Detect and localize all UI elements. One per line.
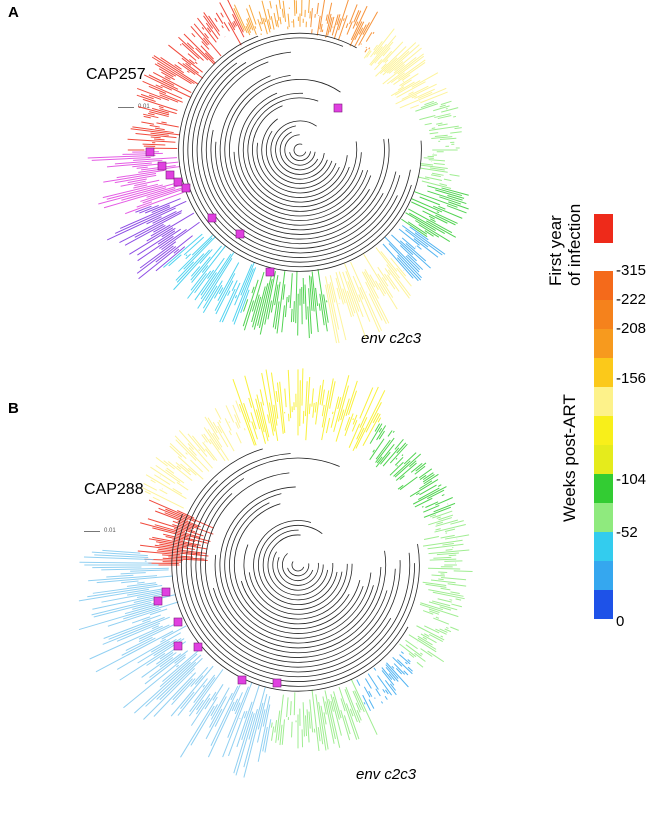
weeks-color-band <box>594 561 613 590</box>
weeks-color-band <box>594 329 613 358</box>
first-year-legend-title: First year of infection <box>546 203 584 286</box>
first-year-swatch <box>594 214 613 243</box>
weeks-tick-label: -222 <box>616 291 647 308</box>
weeks-color-band <box>594 532 613 561</box>
tree-a-radial <box>87 0 469 344</box>
weeks-color-band <box>594 416 613 445</box>
weeks-color-band <box>594 358 613 387</box>
weeks-tick-label: -104 <box>616 471 647 488</box>
weeks-tick-label: -52 <box>616 524 638 541</box>
weeks-tick-label: -315 <box>616 262 647 279</box>
weeks-tick-label: -156 <box>616 370 647 387</box>
weeks-color-band <box>594 590 613 619</box>
weeks-color-band <box>594 300 613 329</box>
tree-b-name: CAP288 <box>84 481 144 498</box>
weeks-color-band <box>594 445 613 474</box>
scale-label-b: 0.01 <box>104 528 116 534</box>
panel-a-label: A <box>8 4 19 21</box>
weeks-tick-label: 0 <box>616 613 625 630</box>
panel-b-label: B <box>8 400 19 417</box>
scale-bar-a <box>118 107 134 108</box>
gene-label-b: env c2c3 <box>356 766 417 783</box>
weeks-color-band <box>594 503 613 532</box>
tree-a-name: CAP257 <box>86 66 146 83</box>
tree-b-radial <box>78 368 473 778</box>
weeks-tick-label: -208 <box>616 320 647 337</box>
scale-bar-b <box>84 531 100 532</box>
weeks-color-band <box>594 474 613 503</box>
scale-label-a: 0.01 <box>138 104 150 110</box>
gene-label-a: env c2c3 <box>361 330 422 347</box>
weeks-color-band <box>594 271 613 300</box>
weeks-legend-title: Weeks post-ART <box>560 394 579 522</box>
weeks-color-band <box>594 387 613 416</box>
